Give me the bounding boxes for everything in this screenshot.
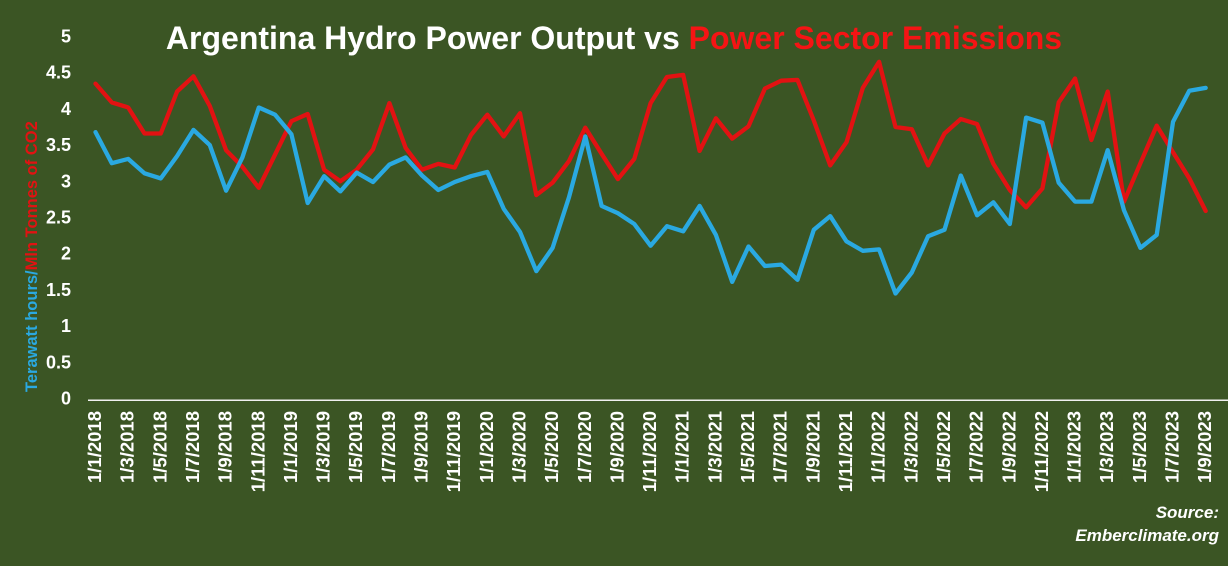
- svg-text:1/11/2018: 1/11/2018: [247, 411, 268, 492]
- svg-text:1/5/2022: 1/5/2022: [933, 411, 954, 483]
- svg-text:1/3/2022: 1/3/2022: [900, 411, 921, 483]
- svg-text:1/7/2022: 1/7/2022: [966, 411, 987, 483]
- svg-text:5: 5: [61, 27, 71, 47]
- svg-text:3: 3: [61, 171, 71, 191]
- svg-text:1/11/2021: 1/11/2021: [835, 411, 856, 492]
- svg-text:1/3/2018: 1/3/2018: [117, 411, 138, 483]
- svg-text:Argentina Hydro Power Output v: Argentina Hydro Power Output vs Power Se…: [166, 20, 1062, 56]
- svg-text:1/3/2019: 1/3/2019: [313, 411, 334, 483]
- svg-text:1/9/2018: 1/9/2018: [215, 411, 236, 483]
- svg-text:2.5: 2.5: [46, 208, 71, 228]
- svg-text:4.5: 4.5: [46, 63, 71, 83]
- svg-text:Emberclimate.org: Emberclimate.org: [1075, 526, 1219, 545]
- svg-text:1/7/2021: 1/7/2021: [770, 411, 791, 483]
- svg-text:1/7/2020: 1/7/2020: [574, 411, 595, 483]
- svg-text:1: 1: [61, 316, 71, 336]
- svg-text:Terawatt hours/Mln Tonnes of C: Terawatt hours/Mln Tonnes of CO2: [23, 121, 41, 392]
- svg-text:1/1/2023: 1/1/2023: [1064, 411, 1085, 483]
- svg-text:1/3/2021: 1/3/2021: [704, 411, 725, 483]
- svg-text:1/7/2019: 1/7/2019: [378, 411, 399, 483]
- svg-text:1/3/2020: 1/3/2020: [509, 411, 530, 483]
- svg-text:1/1/2020: 1/1/2020: [476, 411, 497, 483]
- svg-text:1/1/2022: 1/1/2022: [868, 411, 889, 483]
- svg-text:0: 0: [61, 389, 71, 409]
- svg-text:1.5: 1.5: [46, 280, 71, 300]
- svg-text:1/3/2023: 1/3/2023: [1096, 411, 1117, 483]
- svg-text:2: 2: [61, 244, 71, 264]
- svg-text:Source:: Source:: [1156, 503, 1219, 522]
- svg-text:1/11/2022: 1/11/2022: [1031, 411, 1052, 492]
- svg-text:0.5: 0.5: [46, 352, 71, 372]
- svg-text:1/5/2019: 1/5/2019: [345, 411, 366, 483]
- svg-text:1/7/2023: 1/7/2023: [1162, 411, 1183, 483]
- svg-text:1/1/2018: 1/1/2018: [84, 411, 105, 483]
- svg-text:1/5/2018: 1/5/2018: [149, 411, 170, 483]
- svg-text:1/7/2018: 1/7/2018: [182, 411, 203, 483]
- svg-text:1/9/2023: 1/9/2023: [1194, 411, 1215, 483]
- svg-text:1/1/2021: 1/1/2021: [672, 411, 693, 483]
- svg-text:1/5/2023: 1/5/2023: [1129, 411, 1150, 483]
- svg-text:1/5/2021: 1/5/2021: [737, 411, 758, 483]
- svg-text:1/9/2022: 1/9/2022: [998, 411, 1019, 483]
- svg-text:1/1/2019: 1/1/2019: [280, 411, 301, 483]
- svg-text:1/11/2019: 1/11/2019: [443, 411, 464, 492]
- svg-text:1/9/2020: 1/9/2020: [606, 411, 627, 483]
- svg-text:3.5: 3.5: [46, 135, 71, 155]
- svg-text:1/9/2019: 1/9/2019: [411, 411, 432, 483]
- svg-text:1/11/2020: 1/11/2020: [639, 411, 660, 492]
- svg-text:1/5/2020: 1/5/2020: [541, 411, 562, 483]
- svg-text:4: 4: [61, 99, 71, 119]
- svg-text:1/9/2021: 1/9/2021: [802, 411, 823, 483]
